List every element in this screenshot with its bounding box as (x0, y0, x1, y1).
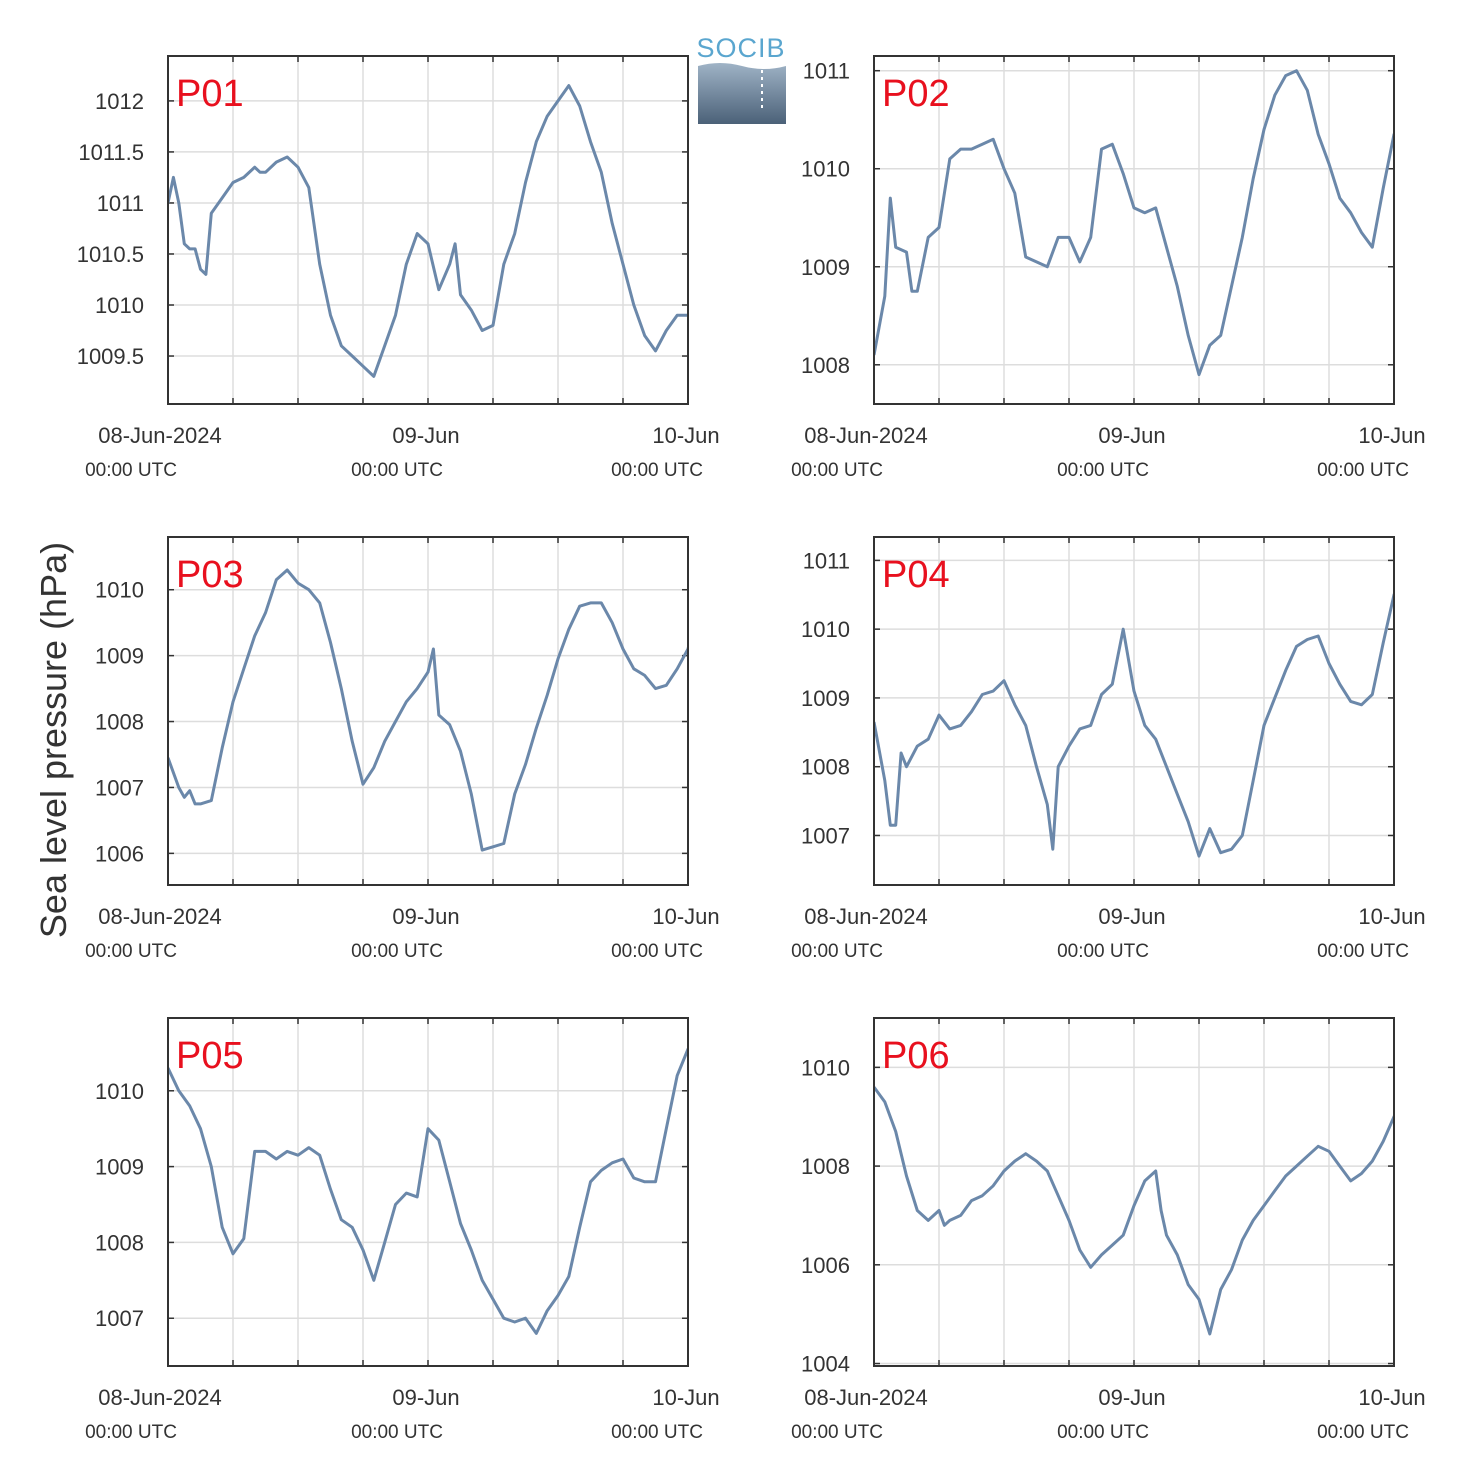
y-tick-label: 1010 (95, 578, 144, 603)
y-axis-label: Sea level pressure (hPa) (33, 542, 74, 938)
y-tick-label: 1010 (95, 1079, 144, 1104)
x-tick-label-time: 00:00 UTC (791, 1422, 883, 1443)
y-tick-label: 1008 (801, 1154, 850, 1179)
x-tick-label-time: 00:00 UTC (85, 941, 177, 962)
x-tick-label-date: 10-Jun (1358, 1385, 1425, 1410)
x-tick-label-time: 00:00 UTC (611, 941, 703, 962)
x-tick-label-date: 09-Jun (1098, 1385, 1165, 1410)
chart-panel-p04: 1007 1008 1009 1010 1011 P04 08-Jun-2024 00:00 … (791, 536, 1426, 962)
y-tick-label: 1010 (95, 293, 144, 318)
x-tick-label-date: 08-Jun-2024 (804, 423, 928, 448)
axes-frame (167, 536, 689, 886)
y-tick-label: 1009 (95, 644, 144, 669)
x-tick-label-time: 00:00 UTC (1057, 941, 1149, 962)
y-tick-label: 1006 (801, 1253, 850, 1278)
y-tick-label: 1009.5 (77, 344, 144, 369)
axes-frame (873, 1017, 1395, 1367)
x-tick-label-date: 09-Jun (1098, 423, 1165, 448)
x-tick-label-date: 10-Jun (1358, 423, 1425, 448)
chart-panel-p01: 1009.5 1010 1010.5 1011 1011.5 1012 P01 08-Jun-… (77, 55, 720, 481)
x-tick-label-time: 00:00 UTC (85, 1422, 177, 1443)
series-line-p01 (168, 84, 688, 378)
series-line-p04 (874, 590, 1394, 858)
chart-panel-p05: 1007 1008 1009 1010 P05 08-Jun-2024 00:00 UTC 0… (85, 1017, 720, 1443)
series-line-p03 (168, 568, 688, 852)
axes-frame (167, 55, 689, 405)
x-tick-label-date: 10-Jun (1358, 904, 1425, 929)
x-tick-label-time: 00:00 UTC (351, 941, 443, 962)
y-tick-label: 1012 (95, 89, 144, 114)
y-tick-label: 1010 (801, 617, 850, 642)
x-tick-label-date: 10-Jun (652, 904, 719, 929)
axes-frame (167, 1017, 689, 1367)
x-tick-label-date: 10-Jun (652, 423, 719, 448)
axes-frame (873, 55, 1395, 405)
panel-label: P04 (882, 554, 950, 596)
y-tick-label: 1009 (801, 255, 850, 280)
x-tick-label-time: 00:00 UTC (351, 460, 443, 481)
x-tick-label-time: 00:00 UTC (791, 460, 883, 481)
x-tick-label-date: 08-Jun-2024 (98, 1385, 222, 1410)
panel-label: P02 (882, 73, 950, 115)
y-tick-label: 1011 (97, 191, 144, 216)
y-tick-label: 1011 (803, 548, 850, 573)
chart-panel-p02: 1008 1009 1010 1011 P02 08-Jun-2024 00:00 UTC 0… (791, 55, 1426, 481)
y-tick-label: 1011.5 (78, 140, 144, 165)
y-tick-label: 1008 (95, 710, 144, 735)
panel-label: P01 (176, 73, 244, 115)
x-tick-label-time: 00:00 UTC (1317, 941, 1409, 962)
x-tick-label-date: 09-Jun (1098, 904, 1165, 929)
chart-panel-p06: 1004 1006 1008 1010 P06 08-Jun-2024 00:00 UTC 0… (791, 1017, 1426, 1443)
socib-logo: SOCIB (696, 33, 786, 124)
series-line-p06 (874, 1086, 1394, 1336)
chart-panel-p03: 1006 1007 1008 1009 1010 P03 08-Jun-2024 00:00 … (85, 536, 720, 962)
y-tick-label: 1009 (801, 686, 850, 711)
y-tick-label: 1008 (95, 1230, 144, 1255)
y-tick-label: 1010 (801, 157, 850, 182)
x-tick-label-time: 00:00 UTC (1317, 460, 1409, 481)
panel-label: P03 (176, 554, 244, 596)
x-tick-label-date: 09-Jun (392, 1385, 459, 1410)
x-tick-label-time: 00:00 UTC (351, 1422, 443, 1443)
x-tick-label-time: 00:00 UTC (611, 1422, 703, 1443)
y-tick-label: 1011 (803, 59, 850, 84)
panel-label: P06 (882, 1035, 950, 1077)
x-tick-label-date: 08-Jun-2024 (804, 1385, 928, 1410)
x-tick-label-date: 10-Jun (652, 1385, 719, 1410)
y-tick-label: 1007 (95, 1306, 144, 1331)
x-tick-label-date: 08-Jun-2024 (98, 423, 222, 448)
x-tick-label-date: 08-Jun-2024 (98, 904, 222, 929)
logo-text: SOCIB (696, 33, 785, 63)
x-tick-label-time: 00:00 UTC (1057, 460, 1149, 481)
x-tick-label-time: 00:00 UTC (791, 941, 883, 962)
axes-frame (873, 536, 1395, 886)
x-tick-label-date: 08-Jun-2024 (804, 904, 928, 929)
series-line-p02 (874, 69, 1394, 377)
x-tick-label-date: 09-Jun (392, 423, 459, 448)
x-tick-label-time: 00:00 UTC (1317, 1422, 1409, 1443)
y-tick-label: 1007 (801, 823, 850, 848)
y-tick-label: 1009 (95, 1155, 144, 1180)
x-tick-label-time: 00:00 UTC (611, 460, 703, 481)
y-tick-label: 1010.5 (77, 242, 144, 267)
y-tick-label: 1004 (801, 1352, 850, 1377)
y-tick-label: 1008 (801, 755, 850, 780)
y-tick-label: 1008 (801, 353, 850, 378)
panel-label: P05 (176, 1035, 244, 1077)
x-tick-label-date: 09-Jun (392, 904, 459, 929)
x-tick-label-time: 00:00 UTC (1057, 1422, 1149, 1443)
x-tick-label-time: 00:00 UTC (85, 460, 177, 481)
y-tick-label: 1007 (95, 775, 144, 800)
y-tick-label: 1010 (801, 1055, 850, 1080)
series-line-p05 (168, 1047, 688, 1335)
y-tick-label: 1006 (95, 841, 144, 866)
